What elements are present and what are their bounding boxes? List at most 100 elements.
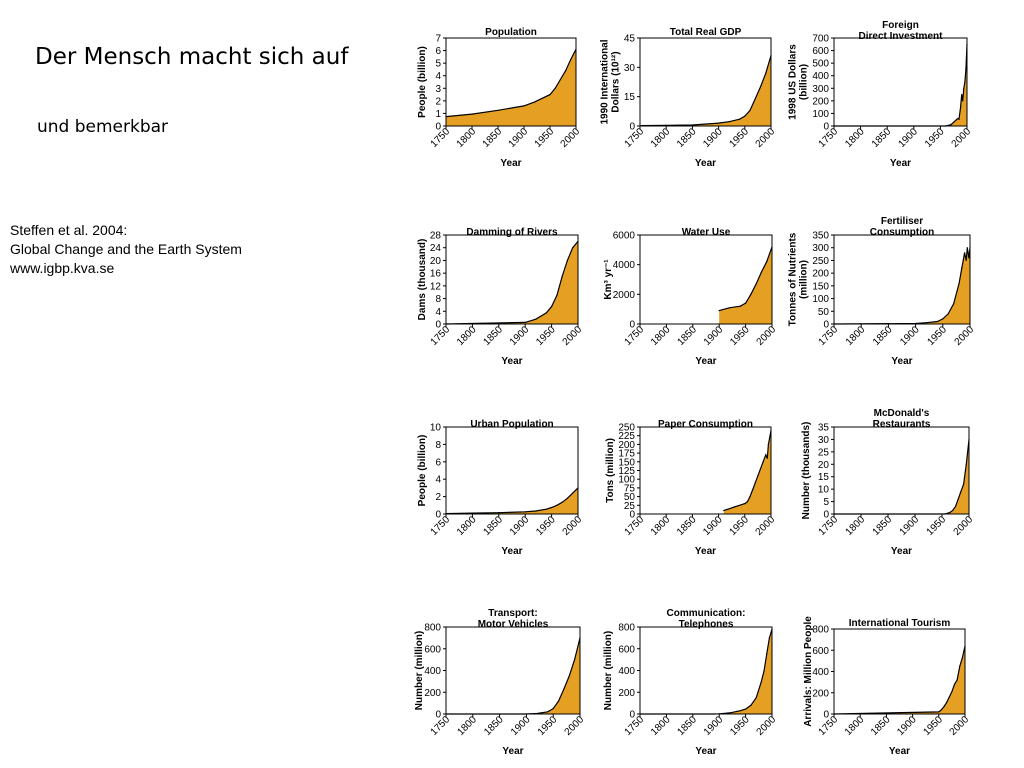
- y-tick-label: 4: [435, 475, 441, 486]
- series-line: [445, 487, 579, 515]
- data-point: [768, 637, 771, 639]
- chart-title: Fertiliser Consumption: [870, 216, 934, 238]
- x-tick-label: 1750: [623, 324, 647, 348]
- y-tick-label: 400: [812, 71, 829, 82]
- y-axis-label-line: People (billion): [417, 46, 428, 118]
- y-tick-label: 2: [435, 96, 441, 107]
- x-tick-label: 1900: [898, 324, 922, 348]
- x-tick-label: 1900: [896, 126, 920, 150]
- area-fill: [446, 487, 578, 514]
- series-line: [639, 55, 772, 127]
- x-tick-label: 1800: [455, 514, 479, 538]
- chart-title: Foreign Direct Investment: [859, 20, 944, 42]
- data-point: [723, 509, 725, 512]
- y-tick-label: 45: [624, 34, 636, 45]
- data-point: [752, 489, 754, 491]
- y-tick-label: 250: [812, 256, 829, 267]
- y-axis-label-line: Number (million): [603, 631, 614, 710]
- x-tick-label: 1800: [649, 324, 673, 348]
- chart-title: Population: [485, 27, 537, 38]
- x-tick-label: 2000: [755, 324, 779, 348]
- plot-frame: [833, 234, 971, 325]
- y-axis-label: Dams (thousand): [417, 239, 428, 321]
- x-tick-label: 2000: [953, 324, 977, 348]
- y-tick-label: 200: [618, 440, 635, 451]
- x-tick-label: 1750: [429, 126, 453, 150]
- data-point: [556, 504, 558, 506]
- data-point: [950, 124, 952, 126]
- data-point: [498, 512, 500, 514]
- data-point: [556, 294, 558, 296]
- data-point: [963, 87, 965, 89]
- data-point: [497, 109, 499, 111]
- x-tick-label: 1900: [898, 514, 922, 538]
- y-tick-label: 0: [629, 710, 635, 721]
- chart-title-line: Fertiliser: [881, 216, 923, 227]
- data-point: [755, 283, 757, 285]
- data-point: [936, 320, 939, 323]
- x-tick-label: 1850: [870, 126, 894, 150]
- area-fill: [719, 246, 772, 324]
- chart-title-line: Paper Consumption: [658, 419, 753, 430]
- area-fill: [834, 646, 965, 714]
- chart-title-line: Population: [485, 27, 537, 38]
- data-point: [946, 701, 948, 703]
- data-point: [925, 322, 928, 324]
- y-tick-label: 8: [435, 440, 441, 451]
- data-point: [744, 503, 746, 505]
- chart-title-line: Direct Investment: [859, 31, 944, 42]
- y-tick-label: 200: [812, 688, 829, 699]
- data-point: [471, 113, 473, 115]
- data-point: [523, 105, 525, 107]
- chart-title-line: Foreign: [882, 20, 919, 31]
- data-point: [545, 508, 547, 510]
- x-axis-label: Year: [889, 746, 910, 757]
- y-tick-label: 225: [618, 431, 635, 442]
- y-axis-label-line: (billion): [799, 64, 810, 100]
- y-axis-label-line: People (billion): [417, 435, 428, 507]
- y-tick-label: 600: [812, 646, 829, 657]
- series-line: [723, 430, 772, 512]
- data-point: [958, 118, 960, 120]
- area-fill: [834, 439, 969, 514]
- y-tick-label: 200: [812, 96, 829, 107]
- y-tick-label: 8: [435, 294, 441, 305]
- data-point: [968, 257, 970, 259]
- data-point: [754, 482, 756, 484]
- y-tick-label: 4: [435, 71, 441, 82]
- y-tick-label: 25: [624, 501, 636, 512]
- data-point: [535, 510, 537, 512]
- data-point: [953, 683, 956, 685]
- data-point: [549, 94, 551, 96]
- series-line: [833, 645, 966, 715]
- chart-title-line: Damming of Rivers: [466, 227, 558, 238]
- x-tick-label: 1800: [649, 126, 673, 150]
- x-tick-label: 1900: [509, 714, 533, 738]
- citation-url: www.igbp.kva.se: [10, 260, 115, 276]
- area-fill: [723, 430, 771, 514]
- x-tick-label: 1800: [843, 126, 867, 150]
- y-tick-label: 500: [812, 59, 829, 70]
- data-point: [745, 708, 747, 710]
- plot-frame: [445, 426, 579, 515]
- x-tick-label: 1950: [727, 126, 751, 150]
- plot-frame: [639, 37, 772, 127]
- data-point: [552, 708, 554, 710]
- x-tick-label: 1900: [895, 714, 919, 738]
- area-fill: [446, 637, 580, 714]
- x-tick-label: 2000: [563, 714, 587, 738]
- x-tick-label: 1750: [817, 514, 841, 538]
- y-tick-label: 100: [812, 294, 829, 305]
- data-point: [961, 94, 963, 96]
- data-point: [750, 293, 752, 295]
- x-tick-label: 1850: [871, 324, 895, 348]
- plot-frame: [833, 37, 968, 127]
- x-tick-label: 1800: [843, 714, 867, 738]
- data-point: [767, 443, 770, 445]
- y-tick-label: 600: [424, 644, 441, 655]
- x-tick-label: 1950: [925, 324, 949, 348]
- y-tick-label: 200: [424, 688, 441, 699]
- data-point: [762, 461, 764, 463]
